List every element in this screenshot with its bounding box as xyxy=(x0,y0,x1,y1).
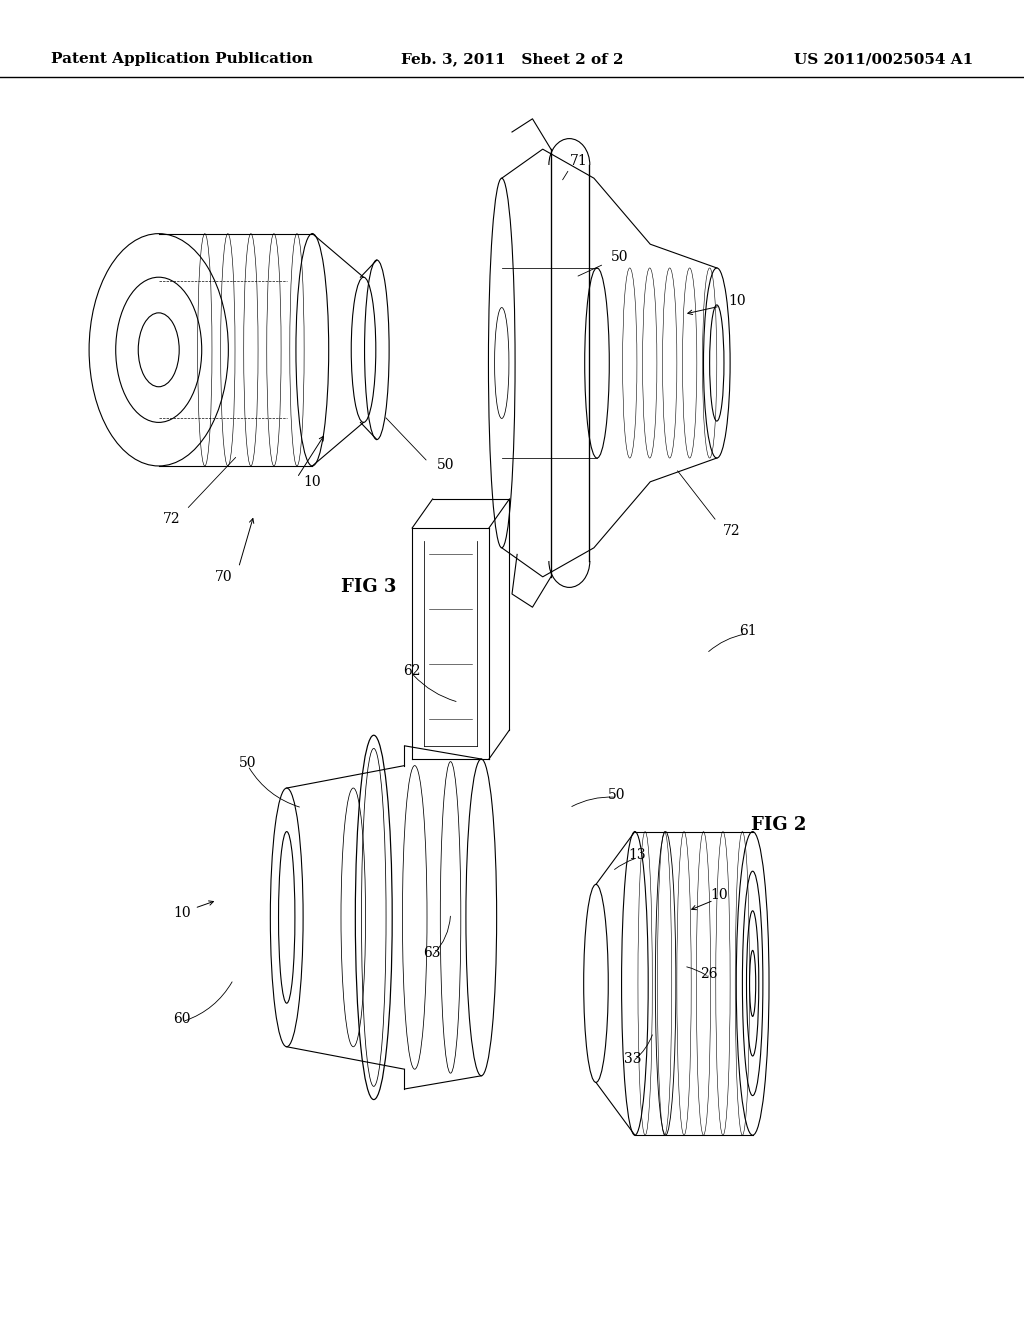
Text: 50: 50 xyxy=(239,756,257,770)
Text: 50: 50 xyxy=(607,788,626,801)
Text: Patent Application Publication: Patent Application Publication xyxy=(51,53,313,66)
Text: FIG 2: FIG 2 xyxy=(751,816,806,834)
Text: 33: 33 xyxy=(624,1052,642,1065)
Text: 72: 72 xyxy=(723,524,741,537)
Text: 10: 10 xyxy=(173,907,191,920)
Text: Feb. 3, 2011   Sheet 2 of 2: Feb. 3, 2011 Sheet 2 of 2 xyxy=(400,53,624,66)
Text: 72: 72 xyxy=(163,512,181,525)
Text: 63: 63 xyxy=(423,946,441,960)
Text: US 2011/0025054 A1: US 2011/0025054 A1 xyxy=(794,53,973,66)
Text: 71: 71 xyxy=(569,154,588,168)
Text: 62: 62 xyxy=(402,664,421,677)
Text: FIG 3: FIG 3 xyxy=(341,578,396,597)
Text: 10: 10 xyxy=(710,888,728,902)
Text: 10: 10 xyxy=(303,475,322,488)
Text: 10: 10 xyxy=(728,294,746,308)
Text: 70: 70 xyxy=(214,570,232,583)
Text: 61: 61 xyxy=(738,624,757,638)
Text: 60: 60 xyxy=(173,1012,191,1026)
Text: 26: 26 xyxy=(699,968,718,981)
Text: 50: 50 xyxy=(436,458,455,471)
Text: 50: 50 xyxy=(610,251,629,264)
Text: 13: 13 xyxy=(628,849,646,862)
